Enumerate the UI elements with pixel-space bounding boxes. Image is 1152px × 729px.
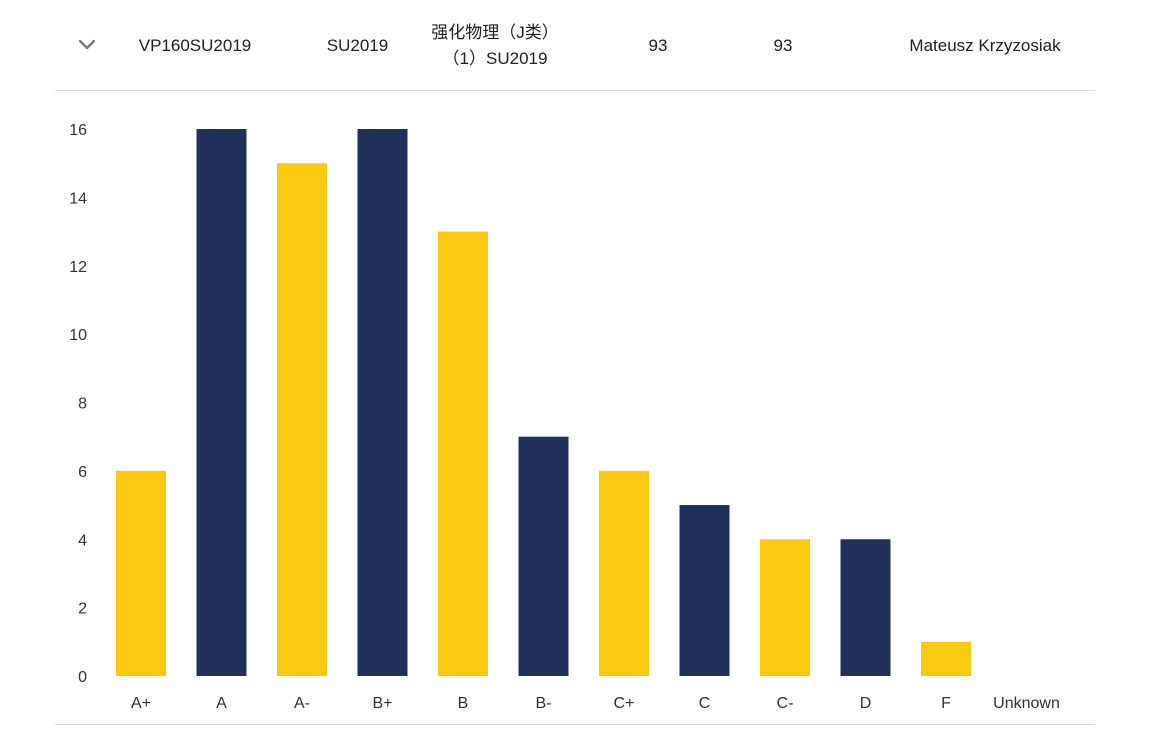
y-tick-label: 2 xyxy=(78,601,87,618)
course-code: VP160SU2019 xyxy=(138,35,252,55)
y-tick-label: 12 xyxy=(69,259,87,276)
y-tick-label: 16 xyxy=(69,122,87,139)
bar-d[interactable] xyxy=(840,539,891,676)
course-name: 强化物理（J类） （1）SU2019 xyxy=(425,0,565,91)
chevron-down-icon[interactable] xyxy=(75,32,99,56)
x-tick-label: D xyxy=(860,695,872,712)
grade-distribution-chart: 0 2 4 6 8 10 12 14 16 A+ A A- B+ B B- C+ C C- D F Unknown xyxy=(55,92,1095,724)
course-value-a: 93 xyxy=(648,35,668,55)
course-name-line2: （1）SU2019 xyxy=(442,48,548,68)
x-tick-label: A+ xyxy=(131,695,151,712)
bottom-divider xyxy=(55,724,1095,725)
course-name-line1: 强化物理（J类） xyxy=(431,22,559,42)
y-tick-label: 10 xyxy=(69,327,87,344)
bar-b-plus[interactable] xyxy=(357,129,408,676)
x-tick-label: B xyxy=(458,695,469,712)
bar-b[interactable] xyxy=(438,231,488,676)
x-tick-label: C xyxy=(699,695,711,712)
bar-c-plus[interactable] xyxy=(599,470,649,676)
bar-a-minus[interactable] xyxy=(277,163,327,676)
y-tick-label: 4 xyxy=(78,532,87,549)
grade-distribution-svg: 0 2 4 6 8 10 12 14 16 A+ A A- B+ B B- C+ C C- D F Unknown xyxy=(69,122,1060,712)
x-tick-label: A xyxy=(216,695,227,712)
y-tick-label: 8 xyxy=(78,396,87,413)
x-tick-label: B+ xyxy=(372,695,392,712)
x-tick-label: F xyxy=(941,695,951,712)
course-instructor: Mateusz Krzyzosiak xyxy=(909,35,1061,55)
course-term: SU2019 xyxy=(326,35,389,55)
bar-c[interactable] xyxy=(679,505,730,676)
x-tick-label: A- xyxy=(294,695,310,712)
bar-b-minus[interactable] xyxy=(518,436,569,676)
bar-a-plus[interactable] xyxy=(116,470,166,676)
bar-f[interactable] xyxy=(921,641,971,676)
y-tick-label: 6 xyxy=(78,464,87,481)
x-tick-label: B- xyxy=(536,695,552,712)
x-tick-label: Unknown xyxy=(993,695,1060,712)
x-tick-label: C- xyxy=(777,695,794,712)
bar-a[interactable] xyxy=(196,129,247,676)
x-tick-label: C+ xyxy=(614,695,635,712)
y-tick-label: 0 xyxy=(78,669,87,686)
course-row[interactable]: VP160SU2019 SU2019 强化物理（J类） （1）SU2019 93… xyxy=(55,0,1095,91)
y-tick-label: 14 xyxy=(69,190,87,207)
bar-c-minus[interactable] xyxy=(760,539,810,676)
course-value-b: 93 xyxy=(773,35,793,55)
